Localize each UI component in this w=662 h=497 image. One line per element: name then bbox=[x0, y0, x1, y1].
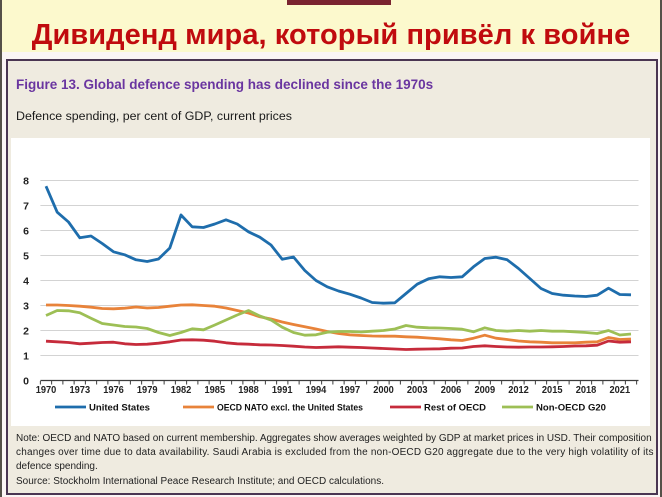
svg-text:2: 2 bbox=[23, 326, 29, 338]
svg-text:1973: 1973 bbox=[70, 384, 91, 396]
svg-text:OECD NATO excl. the United Sta: OECD NATO excl. the United States bbox=[217, 402, 363, 413]
svg-text:Rest of OECD: Rest of OECD bbox=[424, 402, 486, 413]
svg-text:2012: 2012 bbox=[508, 384, 529, 396]
svg-text:1985: 1985 bbox=[205, 384, 226, 396]
svg-text:1991: 1991 bbox=[272, 384, 293, 396]
svg-text:1994: 1994 bbox=[306, 384, 327, 396]
svg-text:Non-OECD G20: Non-OECD G20 bbox=[536, 402, 606, 413]
svg-text:1988: 1988 bbox=[238, 384, 259, 396]
svg-text:0: 0 bbox=[23, 376, 29, 388]
svg-text:2006: 2006 bbox=[441, 384, 462, 396]
svg-text:2015: 2015 bbox=[542, 384, 563, 396]
svg-text:1979: 1979 bbox=[137, 384, 158, 396]
svg-text:2000: 2000 bbox=[373, 384, 394, 396]
svg-text:2003: 2003 bbox=[407, 384, 428, 396]
svg-text:2009: 2009 bbox=[475, 384, 496, 396]
svg-text:1982: 1982 bbox=[171, 384, 192, 396]
svg-text:1: 1 bbox=[23, 351, 29, 363]
svg-text:2018: 2018 bbox=[576, 384, 597, 396]
svg-text:2021: 2021 bbox=[610, 384, 631, 396]
svg-text:1997: 1997 bbox=[340, 384, 361, 396]
svg-text:7: 7 bbox=[23, 201, 29, 213]
svg-text:6: 6 bbox=[23, 226, 29, 238]
svg-text:5: 5 bbox=[23, 251, 29, 263]
svg-text:4: 4 bbox=[23, 276, 29, 288]
svg-text:1970: 1970 bbox=[36, 384, 57, 396]
svg-text:1976: 1976 bbox=[103, 384, 124, 396]
svg-text:3: 3 bbox=[23, 301, 29, 313]
svg-text:8: 8 bbox=[23, 176, 29, 188]
svg-text:United States: United States bbox=[89, 402, 150, 413]
